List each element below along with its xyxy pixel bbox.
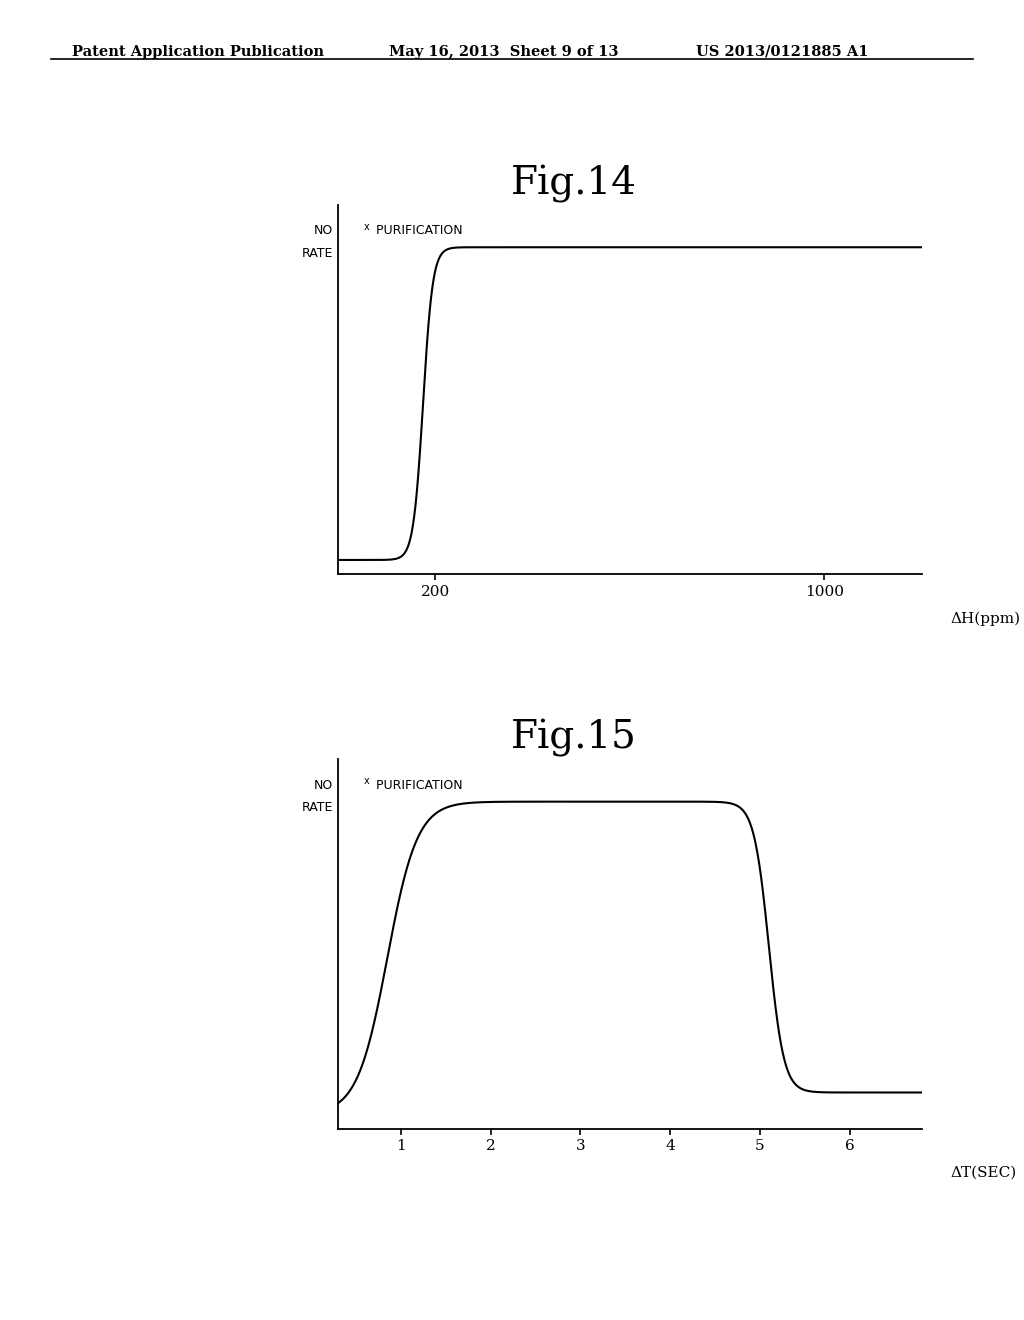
Text: PURIFICATION: PURIFICATION [372,779,463,792]
Text: x: x [364,776,370,787]
Text: May 16, 2013  Sheet 9 of 13: May 16, 2013 Sheet 9 of 13 [389,45,618,59]
Text: Fig.15: Fig.15 [511,719,636,758]
Text: Patent Application Publication: Patent Application Publication [72,45,324,59]
Text: NO: NO [313,224,333,238]
Text: PURIFICATION: PURIFICATION [372,224,463,238]
Text: RATE: RATE [301,247,333,260]
Text: ΔT(SEC): ΔT(SEC) [950,1166,1017,1180]
Text: RATE: RATE [301,801,333,814]
Text: ΔH(ppm): ΔH(ppm) [950,611,1021,626]
Text: US 2013/0121885 A1: US 2013/0121885 A1 [696,45,868,59]
Text: NO: NO [313,779,333,792]
Text: x: x [364,222,370,232]
Text: Fig.14: Fig.14 [510,165,637,203]
